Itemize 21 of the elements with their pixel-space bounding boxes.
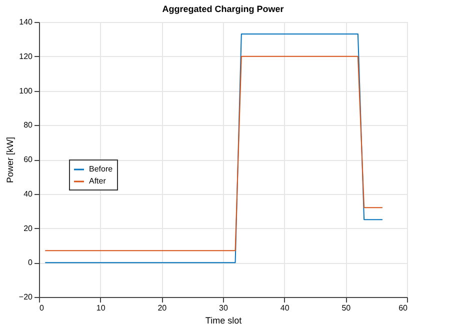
x-tick-label: 40 bbox=[280, 304, 290, 312]
x-tick-label: 20 bbox=[158, 304, 168, 312]
x-tick-label: 30 bbox=[219, 304, 228, 312]
legend-label: Before bbox=[89, 164, 114, 174]
y-tick-label: 120 bbox=[19, 52, 34, 61]
y-tick-label: −20 bbox=[18, 292, 34, 302]
x-tick-label: 0 bbox=[40, 304, 44, 312]
y-tick-label: 40 bbox=[24, 189, 34, 198]
x-tick-label: 10 bbox=[96, 304, 106, 312]
y-axis-title: Power [kW] bbox=[4, 136, 15, 184]
y-tick-label: 140 bbox=[19, 18, 34, 26]
y-tick-label: 20 bbox=[24, 224, 34, 233]
x-axis-title: Time slot bbox=[205, 316, 242, 326]
x-tick-label: 60 bbox=[398, 304, 408, 312]
y-tick-label: 80 bbox=[24, 120, 34, 130]
y-tick-label: 0 bbox=[28, 258, 34, 268]
y-tick-label: 60 bbox=[24, 155, 34, 164]
y-tick-label: 100 bbox=[19, 86, 34, 96]
chart-title: Aggregated Charging Power bbox=[162, 4, 284, 14]
x-tick-label: 50 bbox=[342, 304, 352, 312]
legend-label: After bbox=[89, 176, 106, 186]
